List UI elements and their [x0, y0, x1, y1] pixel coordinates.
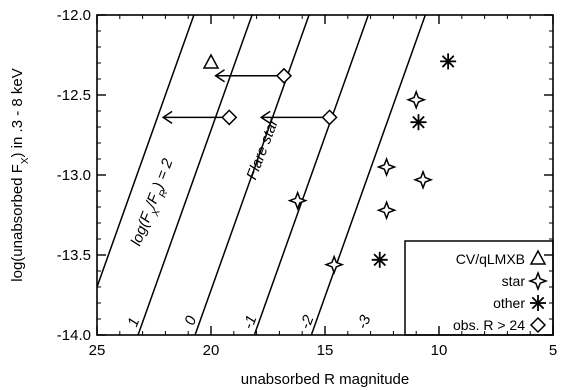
ratio-line-label: 0 — [181, 313, 200, 327]
legend-box — [404, 240, 554, 336]
ratio-line — [97, 15, 195, 290]
asterisk-marker — [530, 295, 546, 311]
y-tick-label: -13.0 — [57, 167, 91, 184]
ratio-line-label: 1 — [124, 315, 143, 329]
ratio-line — [310, 15, 427, 335]
data-markers — [202, 53, 457, 275]
y-tick-label: -12.5 — [57, 87, 91, 104]
upper-limit-arrows — [161, 69, 330, 125]
ratio-line-title: log(FX/FR) = 2 — [128, 156, 181, 250]
ratio-lines — [97, 15, 427, 335]
x-axis-title: unabsorbed R magnitude — [241, 371, 409, 388]
x-tick-label: 25 — [89, 342, 106, 359]
legend-label: star — [502, 273, 526, 289]
diamond-marker — [221, 109, 238, 126]
star-marker — [376, 200, 397, 221]
asterisk-stroke — [441, 55, 455, 68]
legend: CV/qLMXB star other obs. R > 24 — [404, 240, 554, 336]
legend-label: obs. R > 24 — [453, 317, 525, 333]
legend-label: CV/qLMXB — [456, 251, 525, 267]
y-tick-label: -12.0 — [57, 7, 91, 24]
asterisk-stroke — [531, 296, 545, 310]
ratio-line — [253, 15, 370, 335]
axis-ticks: 25 20 15 10 5-12.0-12.5-13.0-13.5-14.0 — [57, 7, 557, 359]
diamond-marker — [275, 67, 293, 84]
y-tick-label: -14.0 — [57, 327, 91, 344]
ratio-line-label: -1 — [240, 313, 261, 332]
star-marker — [287, 190, 308, 211]
x-tick-label: 15 — [317, 342, 334, 359]
triangle-marker — [202, 53, 220, 69]
asterisk-marker — [440, 53, 457, 70]
arrow-head — [161, 110, 173, 125]
star-marker — [527, 270, 549, 292]
asterisk-stroke — [373, 253, 387, 267]
diamond-marker — [321, 109, 338, 126]
x-tick-label: 20 — [203, 342, 220, 359]
x-tick-label: 5 — [549, 342, 557, 359]
star-marker — [412, 169, 434, 190]
flare-star-label: Flare star — [243, 116, 282, 182]
asterisk-marker — [410, 114, 427, 131]
ratio-line-label: -3 — [354, 312, 375, 331]
y-tick-label: -13.5 — [57, 247, 91, 264]
y-axis-title: log(unabsorbed FX) in .3 - 8 keV — [9, 68, 31, 281]
arrow-head — [259, 110, 271, 125]
diamond-marker — [529, 316, 547, 334]
asterisk-marker — [371, 251, 388, 268]
triangle-marker — [529, 249, 547, 265]
ratio-line-label: -2 — [297, 312, 318, 331]
x-tick-label: 10 — [431, 342, 448, 359]
star-marker — [376, 156, 397, 178]
star-marker — [406, 89, 427, 110]
ratio-line — [137, 15, 253, 335]
ratio-labels: 1 0 -1 -2 -3 — [124, 312, 374, 331]
legend-label: other — [493, 295, 525, 311]
ratio-line — [194, 15, 310, 335]
star-marker — [324, 254, 345, 275]
asterisk-stroke — [412, 115, 425, 129]
arrow-head — [214, 69, 225, 83]
